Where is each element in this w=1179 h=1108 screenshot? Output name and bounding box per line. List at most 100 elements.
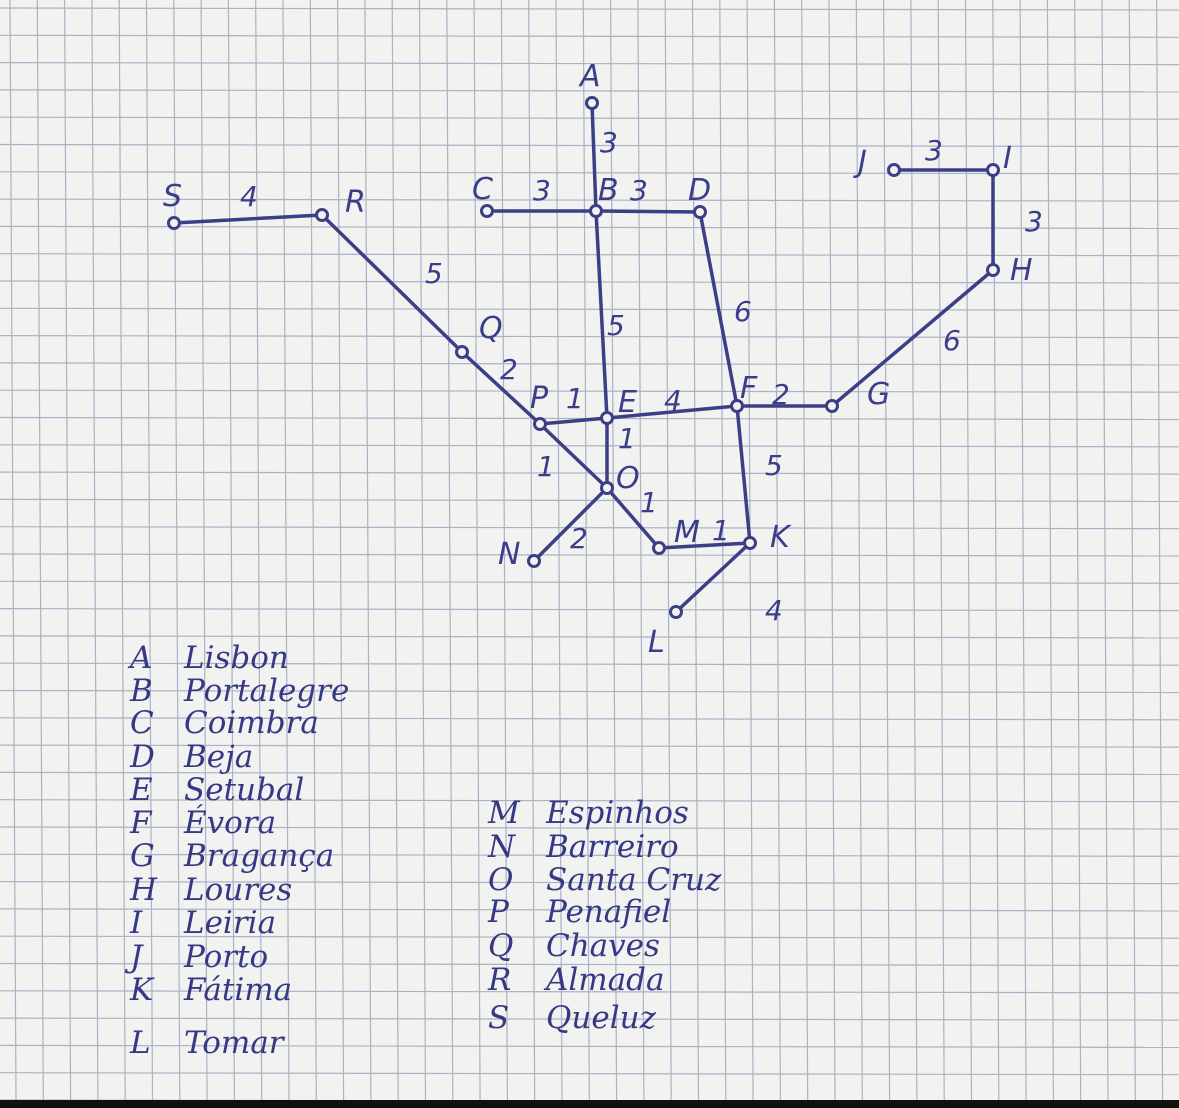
grid-line-vertical [637, 0, 645, 1101]
legend-letter-h: H [129, 872, 158, 908]
grid-line-vertical [746, 0, 754, 1101]
grid-line-horizontal [0, 143, 1179, 148]
grid-line-horizontal [0, 853, 1179, 857]
grid-line-horizontal [0, 662, 1179, 666]
node-label-q: Q [479, 311, 503, 346]
legend-name-m: Espinhos [545, 795, 689, 831]
grid-line-horizontal [0, 935, 1179, 939]
grid-line-horizontal [0, 962, 1179, 967]
grid-line-vertical [855, 0, 863, 1101]
legend-name-g: Bragança [183, 838, 334, 874]
grid-line-horizontal [0, 253, 1179, 257]
legend-name-q: Chaves [546, 928, 660, 964]
grid-line-vertical [118, 0, 126, 1101]
grid-line-horizontal [0, 89, 1179, 93]
node-b [589, 204, 603, 218]
edge-weight-h-i: 3 [1025, 205, 1043, 238]
edge-weight-g-h: 6 [943, 324, 961, 357]
edge-m-k [657, 541, 752, 550]
legend-letter-j: J [124, 939, 144, 975]
grid-line-horizontal [0, 198, 1179, 202]
grid-line-vertical [227, 0, 235, 1101]
node-label-k: K [770, 520, 792, 555]
grid-line-vertical [145, 0, 154, 1101]
node-d [693, 205, 707, 219]
grid-line-horizontal [0, 280, 1179, 284]
grid-line-horizontal [0, 553, 1179, 557]
grid-line-vertical [664, 0, 672, 1101]
legend-right: M Espinhos N Barreiro O Santa Cruz P Penafiel Q C… [487, 795, 722, 1036]
grid-line-vertical [418, 0, 427, 1101]
edge-r-q [320, 213, 464, 354]
legend-name-j: Porto [183, 939, 268, 975]
nodes [167, 96, 1000, 619]
grid-line-horizontal [0, 689, 1179, 694]
edge-q-p [460, 350, 542, 426]
legend-name-r: Almada [543, 962, 665, 998]
grid-line-vertical [937, 0, 945, 1101]
legend-letter-l: L [129, 1025, 151, 1061]
grid-line-vertical [828, 0, 836, 1101]
edge-weight-f-k: 5 [765, 449, 783, 482]
node-label-s: S [163, 179, 182, 214]
node-label-i: I [1003, 141, 1012, 176]
edge-weight-s-r: 4 [240, 180, 258, 213]
edge-p-o [538, 422, 609, 490]
edge-weight-r-q: 5 [425, 257, 443, 290]
node-s [167, 216, 181, 230]
node-h [986, 263, 1000, 277]
node-label-a: A [578, 59, 601, 94]
legend-letter-p: P [487, 894, 510, 930]
grid-line-vertical [255, 0, 263, 1101]
grid-line-vertical [1074, 0, 1082, 1101]
grid-line-horizontal [0, 335, 1179, 339]
grid-line-vertical [964, 0, 973, 1101]
legend-name-e: Setubal [184, 772, 304, 808]
legend-name-k: Fátima [183, 972, 292, 1008]
grid-line-vertical [36, 0, 44, 1101]
node-f [730, 399, 744, 413]
node-a [585, 96, 599, 110]
grid-line-horizontal [0, 744, 1179, 748]
node-o [600, 481, 614, 495]
grid-line-horizontal [0, 607, 1179, 612]
grid-line-vertical [528, 0, 536, 1101]
grid-line-vertical [1046, 0, 1055, 1101]
legend-name-i: Leiria [183, 905, 276, 941]
grid-line-horizontal [0, 526, 1179, 530]
grid-line-vertical [582, 0, 590, 1101]
grid-line-vertical [9, 0, 17, 1101]
node-labels: A B C D E F G H I J K L M N O PQ R S [163, 59, 1033, 660]
legend-name-c: Coimbra [184, 705, 319, 741]
legend-name-o: Santa Cruz [546, 862, 722, 898]
edge-weight-o-m: 1 [640, 486, 658, 519]
grid-line-horizontal [0, 444, 1179, 448]
grid-line-horizontal [0, 61, 1179, 66]
node-g [825, 399, 839, 413]
legend-letter-g: G [130, 838, 155, 874]
grid-line-horizontal [0, 225, 1179, 229]
node-j [887, 163, 901, 177]
legend-name-a: Lisbon [183, 640, 289, 676]
edge-weight-a-b: 3 [600, 126, 618, 159]
legend-letter-m: M [487, 795, 521, 831]
node-k [743, 536, 757, 550]
legend-letter-d: D [129, 739, 155, 775]
edge-weight-b-d: 3 [630, 174, 648, 207]
grid-line-horizontal [0, 1017, 1179, 1021]
grid-line-horizontal [0, 389, 1179, 393]
node-label-r: R [345, 185, 366, 220]
grid-line-horizontal [0, 1044, 1179, 1049]
grid-line-horizontal [0, 580, 1179, 584]
edge-weight-e-o: 1 [618, 422, 636, 455]
grid-line-vertical [555, 0, 563, 1101]
node-label-l: L [648, 625, 665, 660]
edge-weight-o-n: 2 [570, 522, 588, 555]
grid-line-vertical [309, 0, 317, 1101]
edge-weight-b-e: 5 [607, 309, 625, 342]
node-label-o: O [616, 461, 640, 496]
legend-letter-a: A [127, 640, 152, 676]
grid-line-vertical [910, 0, 918, 1101]
